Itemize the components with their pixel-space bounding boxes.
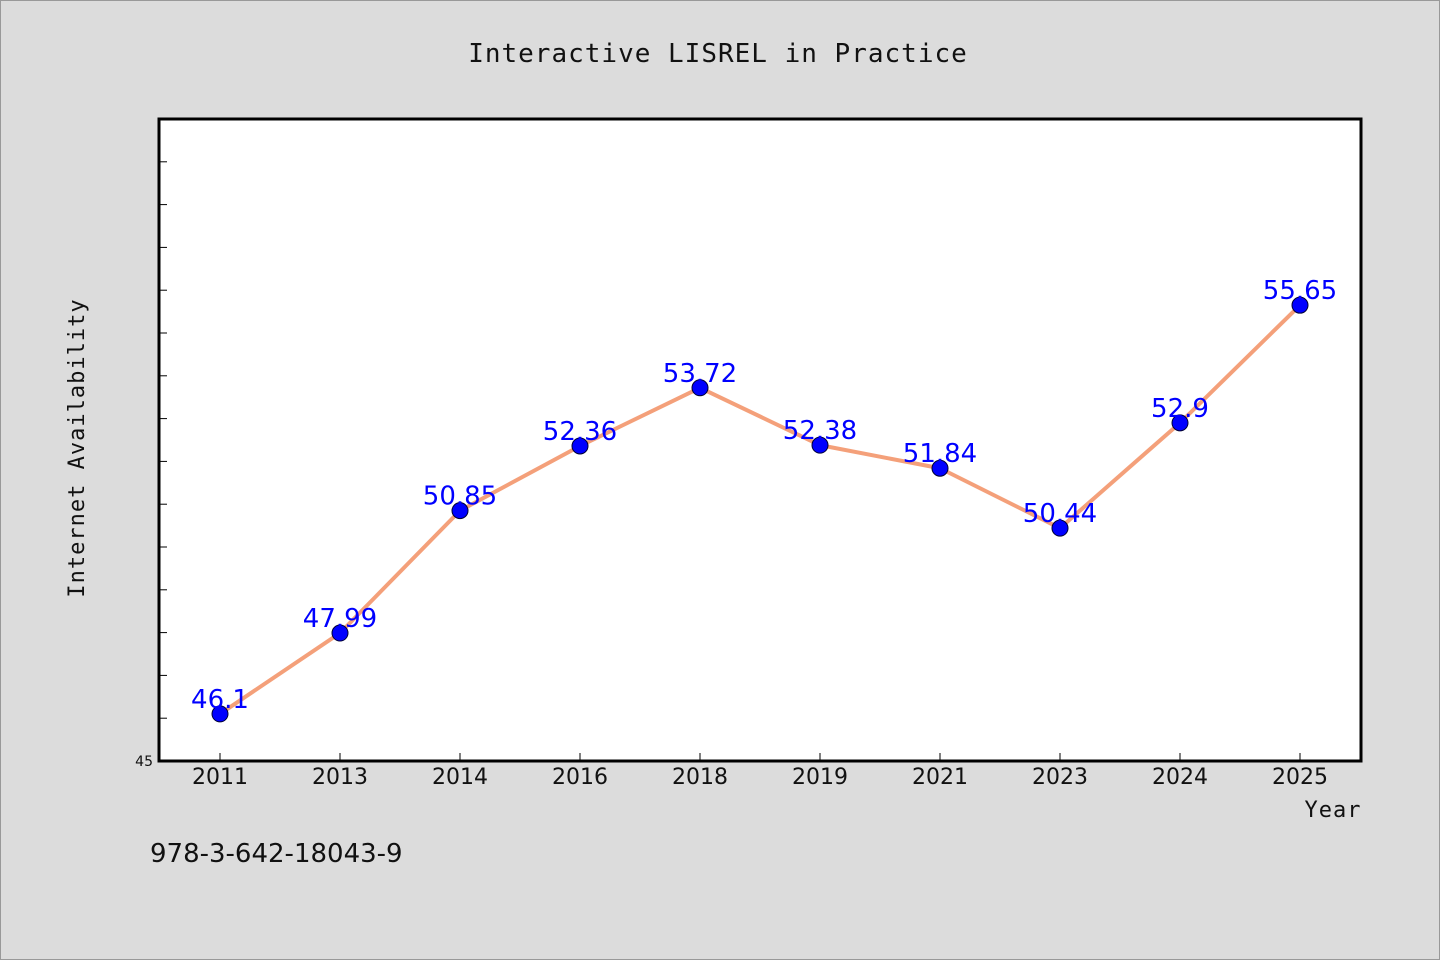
x-tick-label: 2021 [912, 765, 968, 790]
chart-title: Interactive LISREL in Practice [468, 39, 968, 69]
series-line-group [218, 303, 1302, 716]
data-value-label: 50.44 [1023, 499, 1097, 529]
data-point [211, 705, 229, 723]
data-point [1171, 414, 1189, 432]
x-tick-label: 2024 [1152, 765, 1208, 790]
y-tick-label: 45 [135, 754, 153, 770]
data-value-label: 52.9 [1151, 394, 1209, 424]
x-tick-label: 2016 [552, 765, 608, 790]
isbn-footer: 978-3-642-18043-9 [150, 839, 403, 869]
data-point [811, 436, 829, 454]
y-axis-ticks: 45 [135, 161, 167, 770]
x-tick-label: 2018 [672, 765, 728, 790]
data-value-label: 46.1 [191, 685, 249, 715]
data-markers [211, 296, 1309, 723]
data-point [691, 379, 709, 397]
data-value-label: 47.99 [303, 604, 377, 634]
data-value-label: 53.72 [663, 359, 737, 389]
data-point [331, 624, 349, 642]
x-tick-label: 2019 [792, 765, 848, 790]
x-tick-label: 2025 [1272, 765, 1328, 790]
plot-area [157, 117, 1363, 763]
data-value-label: 50.85 [423, 482, 497, 512]
data-point [1051, 519, 1069, 537]
x-tick-label: 2011 [192, 765, 248, 790]
data-point [1291, 296, 1309, 314]
data-point [931, 459, 949, 477]
data-value-label: 51.84 [903, 439, 977, 469]
series-line [218, 303, 1302, 716]
x-axis-label: Year [1305, 798, 1362, 823]
data-labels: 46.1 47.99 50.85 52.36 53.72 52.38 51.84 50.44 5… [191, 276, 1337, 715]
data-point [451, 502, 469, 520]
x-tick-label: 2023 [1032, 765, 1088, 790]
data-value-label: 52.36 [543, 417, 617, 447]
data-value-label: 55.65 [1263, 276, 1337, 306]
x-tick-label: 2014 [432, 765, 488, 790]
y-axis-label: Internet Availability [65, 298, 90, 597]
data-point [571, 437, 589, 455]
x-axis-ticks: 2011 2013 2014 2016 2018 2019 2021 2023 2024 2025 [192, 753, 1328, 790]
x-tick-label: 2013 [312, 765, 368, 790]
data-value-label: 52.38 [783, 416, 857, 446]
